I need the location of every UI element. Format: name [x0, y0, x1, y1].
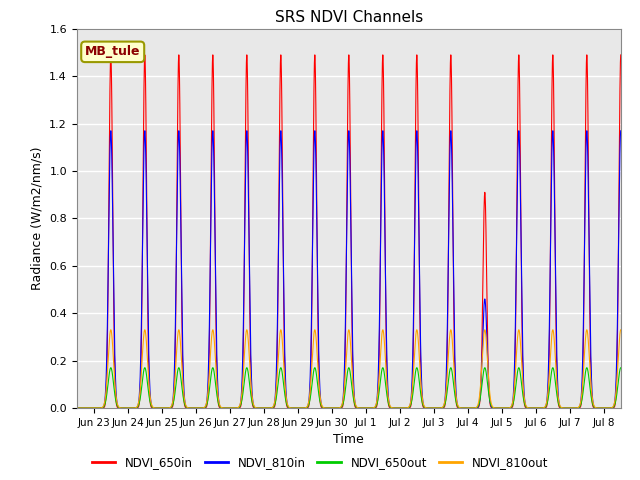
NDVI_650in: [541, 405, 549, 411]
NDVI_810in: [92, 405, 99, 411]
NDVI_650in: [92, 405, 99, 411]
NDVI_810out: [617, 327, 625, 333]
NDVI_810in: [376, 305, 383, 311]
NDVI_810out: [376, 365, 383, 371]
Text: MB_tule: MB_tule: [85, 45, 140, 59]
NDVI_810out: [92, 405, 99, 411]
NDVI_650out: [541, 404, 549, 410]
NDVI_810in: [338, 404, 346, 409]
NDVI_810out: [338, 403, 346, 408]
Y-axis label: Radiance (W/m2/nm/s): Radiance (W/m2/nm/s): [31, 147, 44, 290]
NDVI_650in: [73, 405, 81, 411]
Line: NDVI_650out: NDVI_650out: [77, 368, 621, 408]
NDVI_810out: [473, 404, 481, 410]
NDVI_650out: [73, 405, 81, 411]
NDVI_650out: [617, 365, 625, 371]
NDVI_650out: [376, 384, 383, 390]
NDVI_650in: [376, 320, 383, 325]
NDVI_810out: [280, 368, 288, 374]
NDVI_650out: [338, 404, 346, 409]
NDVI_650in: [280, 334, 288, 339]
Line: NDVI_650in: NDVI_650in: [77, 55, 621, 408]
NDVI_810in: [73, 405, 81, 411]
NDVI_650out: [473, 405, 481, 410]
NDVI_810in: [473, 405, 481, 411]
NDVI_650out: [280, 386, 288, 392]
NDVI_650in: [338, 405, 346, 410]
NDVI_650in: [473, 405, 481, 411]
NDVI_810in: [617, 128, 625, 133]
Legend: NDVI_650in, NDVI_810in, NDVI_650out, NDVI_810out: NDVI_650in, NDVI_810in, NDVI_650out, NDV…: [87, 452, 553, 474]
NDVI_810in: [541, 404, 549, 410]
Title: SRS NDVI Channels: SRS NDVI Channels: [275, 10, 423, 25]
Line: NDVI_810in: NDVI_810in: [77, 131, 621, 408]
NDVI_650out: [92, 405, 99, 411]
NDVI_810in: [280, 316, 288, 322]
Line: NDVI_810out: NDVI_810out: [77, 330, 621, 408]
NDVI_810out: [73, 405, 81, 411]
X-axis label: Time: Time: [333, 433, 364, 446]
NDVI_650in: [617, 52, 625, 58]
NDVI_810out: [541, 403, 549, 409]
